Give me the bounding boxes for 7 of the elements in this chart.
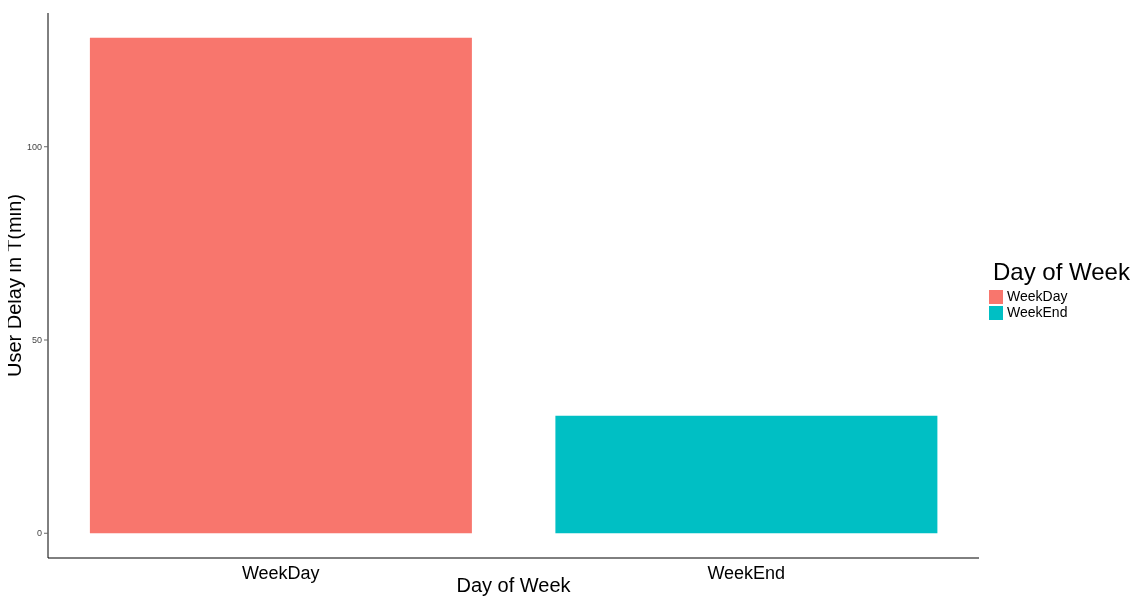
legend-title: Day of Week [993, 258, 1130, 286]
x-axis-title: Day of Week [456, 574, 572, 596]
legend-label: WeekEnd [1007, 304, 1068, 320]
legend-label: WeekDay [1007, 287, 1068, 304]
y-tick-label: 50 [31, 335, 42, 346]
y-tick-label: 100 [26, 141, 42, 152]
y-tick-label: 0 [36, 528, 42, 539]
